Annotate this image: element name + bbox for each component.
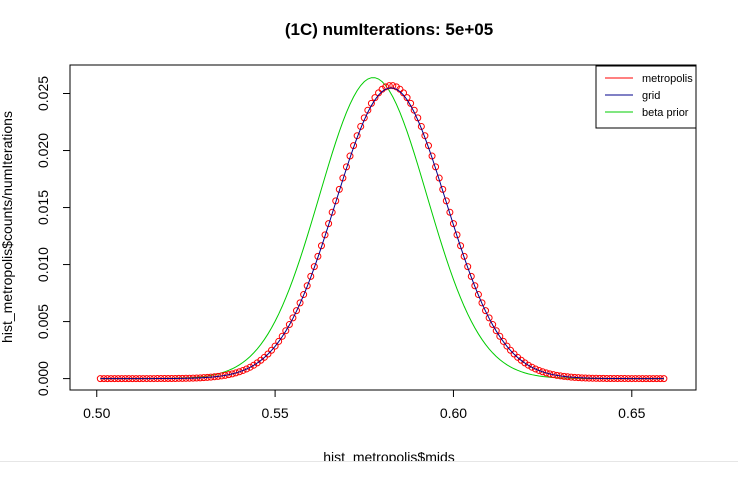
x-tick-label: 0.65 bbox=[618, 405, 645, 421]
data-point bbox=[449, 220, 457, 228]
data-point bbox=[457, 242, 465, 250]
data-point bbox=[325, 220, 333, 228]
data-point bbox=[246, 363, 254, 371]
x-axis-label: hist_metropolis$mids bbox=[323, 449, 455, 461]
y-tick-label: 0.010 bbox=[35, 247, 51, 282]
series-points-metropolis bbox=[96, 82, 668, 383]
data-point bbox=[282, 327, 290, 335]
x-axis: 0.50 0.55 0.60 0.65 bbox=[83, 389, 646, 421]
y-tick-label: 0.005 bbox=[35, 304, 51, 339]
y-tick-label: 0.000 bbox=[35, 361, 51, 396]
data-point bbox=[239, 366, 247, 374]
x-tick-label: 0.55 bbox=[261, 405, 288, 421]
data-point bbox=[553, 371, 561, 379]
data-point bbox=[453, 231, 461, 239]
data-point bbox=[310, 263, 318, 271]
data-point bbox=[549, 371, 557, 379]
data-point bbox=[539, 368, 547, 376]
data-point bbox=[392, 83, 400, 91]
data-point bbox=[278, 332, 286, 340]
data-point bbox=[489, 321, 497, 329]
data-point bbox=[496, 332, 504, 340]
series-layer bbox=[96, 77, 668, 383]
y-tick-label: 0.020 bbox=[35, 133, 51, 168]
legend-box bbox=[595, 65, 697, 129]
data-point bbox=[460, 252, 468, 260]
data-point bbox=[289, 314, 297, 322]
data-point bbox=[303, 282, 311, 290]
data-point bbox=[531, 365, 539, 373]
legend-label: metropolis bbox=[642, 73, 693, 85]
legend: metropolis grid beta prior bbox=[595, 65, 697, 129]
data-point bbox=[307, 272, 315, 280]
data-point bbox=[503, 342, 511, 350]
window-bottom-strip bbox=[0, 461, 738, 492]
chart-title: (1C) numIterations: 5e+05 bbox=[285, 20, 493, 39]
data-point bbox=[271, 342, 279, 350]
data-point bbox=[499, 337, 507, 345]
data-point bbox=[507, 346, 515, 354]
data-point bbox=[521, 359, 529, 367]
data-point bbox=[328, 208, 336, 216]
series-line-grid bbox=[100, 87, 664, 380]
data-point bbox=[275, 337, 283, 345]
data-point bbox=[478, 299, 486, 307]
data-point bbox=[221, 371, 229, 379]
data-point bbox=[389, 82, 397, 90]
legend-label: beta prior bbox=[642, 107, 689, 119]
data-point bbox=[524, 361, 532, 369]
data-point bbox=[467, 272, 475, 280]
data-point bbox=[382, 83, 390, 91]
series-line-beta-prior bbox=[100, 77, 664, 380]
y-tick-label: 0.015 bbox=[35, 190, 51, 225]
data-point bbox=[492, 327, 500, 335]
data-point bbox=[243, 365, 251, 373]
data-point bbox=[314, 252, 322, 260]
data-point bbox=[446, 208, 454, 216]
data-point bbox=[228, 370, 236, 378]
data-point bbox=[528, 363, 536, 371]
data-point bbox=[293, 307, 300, 315]
data-point bbox=[317, 242, 325, 250]
data-point bbox=[542, 369, 550, 377]
legend-label: grid bbox=[642, 90, 660, 102]
data-point bbox=[250, 361, 258, 369]
data-point bbox=[482, 307, 490, 315]
data-point bbox=[474, 291, 482, 299]
data-point bbox=[225, 371, 233, 379]
data-point bbox=[232, 369, 240, 377]
data-point bbox=[264, 350, 272, 358]
data-point bbox=[285, 321, 293, 329]
data-point bbox=[464, 263, 472, 271]
data-point bbox=[321, 231, 329, 239]
x-tick-label: 0.60 bbox=[440, 405, 467, 421]
data-point bbox=[235, 368, 243, 376]
data-point bbox=[485, 314, 493, 322]
y-tick-label: 0.025 bbox=[35, 76, 51, 111]
data-point bbox=[300, 291, 308, 299]
y-axis-label: hist_metropolis$counts/numIterations bbox=[0, 111, 15, 343]
data-point bbox=[546, 370, 554, 378]
data-point bbox=[471, 282, 479, 290]
data-point bbox=[385, 82, 393, 90]
chart: (1C) numIterations: 5e+05 0.50 0.55 0.60 0.… bbox=[0, 20, 697, 461]
data-point bbox=[535, 366, 543, 374]
data-point bbox=[296, 299, 304, 307]
y-axis: 0.000 0.005 0.010 0.015 0.020 0.025 bbox=[35, 76, 71, 396]
data-point bbox=[268, 346, 276, 354]
x-tick-label: 0.50 bbox=[83, 405, 110, 421]
